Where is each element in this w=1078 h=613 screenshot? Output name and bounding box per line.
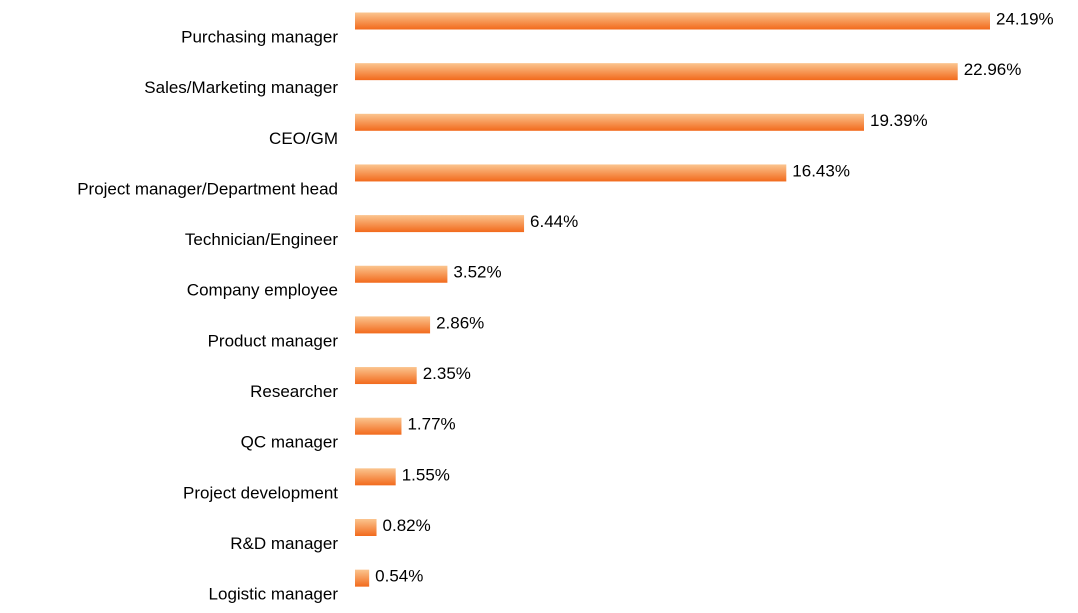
category-label: Project manager/Department head [77,179,338,198]
category-label: Researcher [250,382,338,401]
value-label: 3.52% [453,263,501,282]
category-label: Technician/Engineer [185,230,338,249]
category-label: Purchasing manager [181,27,338,46]
category-label: R&D manager [230,534,338,553]
bar [355,519,377,536]
value-label: 22.96% [964,60,1022,79]
bar [355,417,402,435]
value-label: 2.86% [436,313,484,332]
value-label: 1.55% [402,465,450,484]
bar [355,468,396,486]
bar [355,63,958,81]
value-label: 6.44% [530,212,578,231]
bar [355,215,525,233]
category-label: Product manager [208,331,339,350]
category-label: Project development [183,483,338,502]
bar [355,164,787,182]
bar [355,316,431,334]
value-label: 0.54% [375,567,423,586]
value-label: 19.39% [870,111,928,130]
value-label: 0.82% [383,516,431,535]
bar [355,569,370,587]
bar [355,113,864,131]
category-label: Company employee [187,281,338,300]
category-label: CEO/GM [269,129,338,148]
value-label: 16.43% [792,161,850,180]
value-label: 24.19% [996,9,1054,28]
category-label: QC manager [241,433,339,452]
bar [355,265,448,283]
category-label: Logistic manager [209,585,339,604]
bar [355,12,990,30]
value-label: 1.77% [407,415,455,434]
category-label: Sales/Marketing manager [144,78,338,97]
value-label: 2.35% [423,364,471,383]
bar [355,367,417,385]
